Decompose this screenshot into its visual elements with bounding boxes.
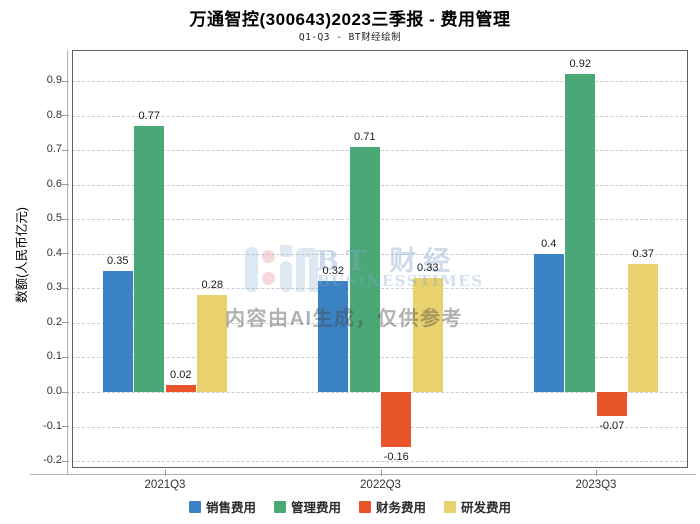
gridline xyxy=(72,392,688,393)
gridline xyxy=(72,253,688,255)
watermark-brand-text: BT 财经 xyxy=(316,246,458,277)
bar xyxy=(134,126,165,392)
y-tick xyxy=(62,218,69,220)
x-tick xyxy=(165,470,166,476)
bar xyxy=(318,281,349,392)
x-tick-label: 2023Q3 xyxy=(575,479,617,491)
gridline xyxy=(72,357,688,359)
y-tick xyxy=(62,391,69,393)
y-tick xyxy=(62,287,69,289)
x-axis-spine xyxy=(30,474,696,475)
y-tick-label: 0.6 xyxy=(46,177,62,190)
legend-swatch-icon xyxy=(444,500,457,513)
gridlines xyxy=(72,50,688,468)
legend-swatch-icon xyxy=(273,500,286,513)
gridline xyxy=(72,115,688,117)
y-tick-label: 0.8 xyxy=(46,108,62,121)
gridline xyxy=(72,288,688,290)
gridline xyxy=(72,219,688,221)
legend-swatch-icon xyxy=(359,500,371,513)
x-tick-label: 2022Q3 xyxy=(360,479,401,491)
x-tick-label: 2021Q3 xyxy=(144,479,186,491)
legend-label: 研发费用 xyxy=(461,501,512,515)
y-tick-label: 0.9 xyxy=(46,74,62,87)
bar xyxy=(381,392,412,448)
legend-label: 财务费用 xyxy=(376,501,427,515)
y-tick xyxy=(62,460,69,462)
bar xyxy=(628,264,659,392)
gridline xyxy=(72,150,688,152)
y-axis-spine xyxy=(67,50,68,474)
y-tick-label: 0.0 xyxy=(46,385,62,397)
y-tick xyxy=(62,80,69,82)
y-tick-label: 0.5 xyxy=(46,212,62,225)
x-tick xyxy=(596,470,597,476)
gridline xyxy=(72,81,688,83)
y-tick-label: 0.2 xyxy=(46,315,62,328)
watermark-brand-subtext: BUSINESSTIMES xyxy=(317,272,484,290)
legend-label: 销售费用 xyxy=(205,501,256,515)
bar xyxy=(412,278,443,392)
chart-title: 万通智控(300643)2023三季报 - 费用管理 xyxy=(189,10,511,29)
legend-item: 管理费用 xyxy=(273,497,341,516)
y-tick-label: 0.1 xyxy=(46,350,62,363)
legend-label: 管理费用 xyxy=(290,501,341,515)
bars-layer xyxy=(72,50,688,468)
y-tick-label: 0.7 xyxy=(46,143,62,156)
y-tick-label: -0.2 xyxy=(43,454,62,467)
gridline xyxy=(72,184,688,186)
legend-item: 销售费用 xyxy=(188,497,256,516)
y-tick-label: 0.3 xyxy=(46,281,62,294)
legend-item: 财务费用 xyxy=(359,497,426,516)
gridline xyxy=(72,322,688,324)
legend: 销售费用 管理费用 财务费用 研发费用 xyxy=(0,497,700,516)
chart-subtitle: Q1-Q3 - BT财经绘制 xyxy=(298,32,402,43)
y-tick xyxy=(62,149,69,151)
bar xyxy=(102,271,133,392)
bar xyxy=(165,385,196,392)
x-tick xyxy=(380,470,382,476)
y-tick-label: 0.4 xyxy=(46,246,62,259)
y-tick xyxy=(62,115,69,117)
bar xyxy=(596,392,627,417)
gridline xyxy=(72,426,688,428)
watermark-ai-notice: 内容由AI生成，仅供参考 xyxy=(225,308,463,330)
bar xyxy=(533,253,564,392)
y-tick-label: -0.1 xyxy=(43,419,62,432)
y-tick xyxy=(62,426,69,428)
bar xyxy=(349,146,380,392)
y-tick xyxy=(62,356,69,358)
y-tick xyxy=(62,253,69,255)
y-tick xyxy=(62,322,69,324)
bar xyxy=(197,295,228,392)
gridline xyxy=(72,461,688,463)
legend-swatch-icon xyxy=(188,500,201,513)
y-tick xyxy=(62,184,69,186)
bar xyxy=(565,74,596,392)
legend-item: 研发费用 xyxy=(444,497,511,516)
